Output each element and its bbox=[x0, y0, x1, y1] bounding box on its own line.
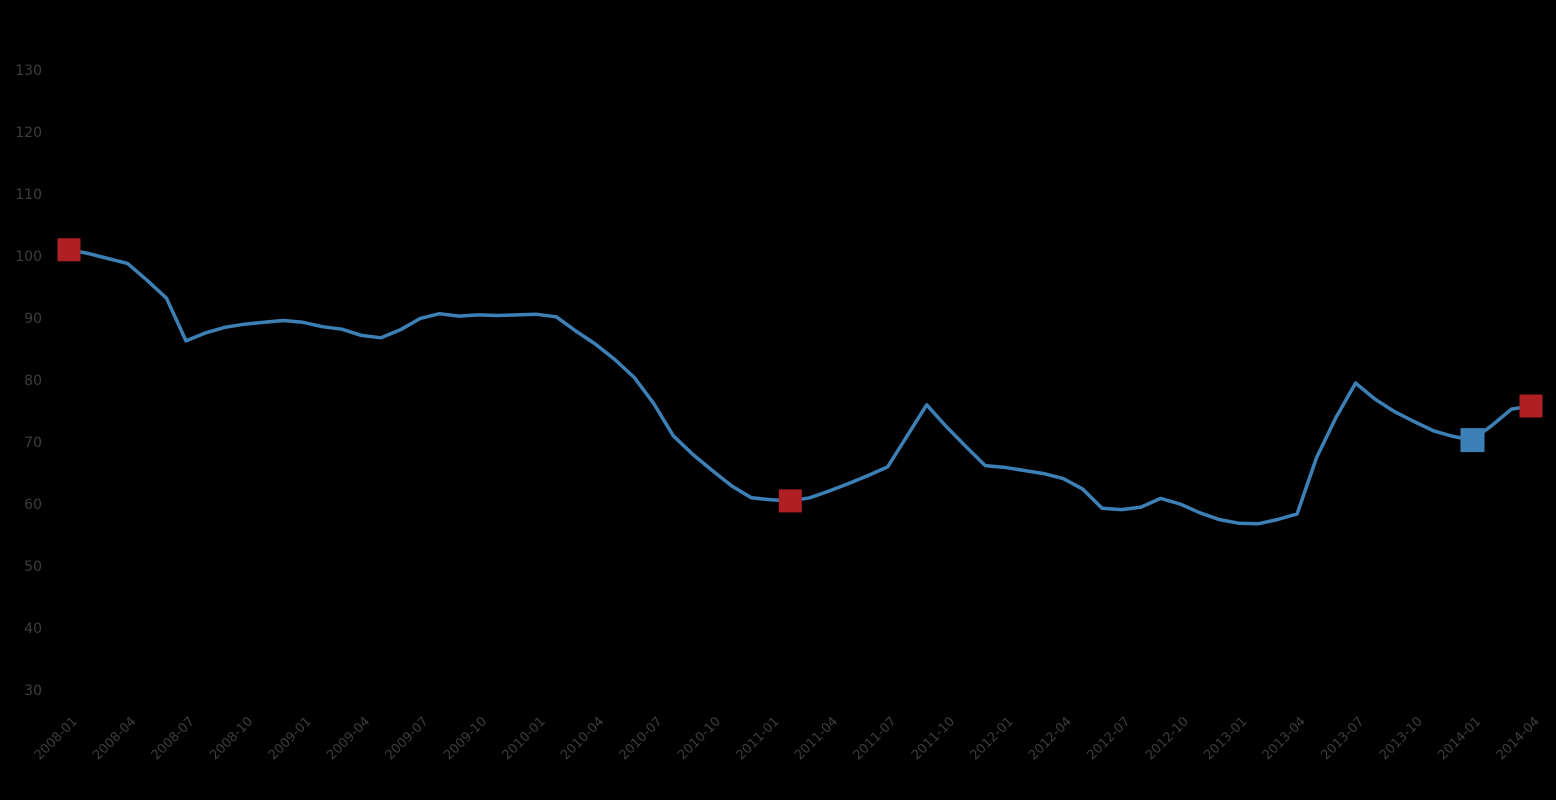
x-tick-label: 2011-01 bbox=[734, 714, 783, 763]
x-tick-label: 2010-01 bbox=[500, 714, 549, 763]
x-tick-label: 2011-04 bbox=[792, 714, 841, 763]
x-tick-label: 2010-10 bbox=[675, 714, 724, 763]
y-tick-label: 110 bbox=[15, 187, 42, 203]
x-tick-label: 2012-04 bbox=[1026, 714, 1075, 763]
latest-marker bbox=[1460, 428, 1485, 453]
event-marker-start bbox=[57, 238, 81, 262]
x-tick-label: 2012-10 bbox=[1143, 714, 1192, 763]
y-tick-label: 40 bbox=[24, 621, 42, 637]
y-tick-label: 70 bbox=[24, 435, 42, 451]
x-tick-label: 2009-07 bbox=[383, 714, 432, 763]
y-tick-label: 60 bbox=[24, 497, 42, 513]
x-tick-label: 2013-10 bbox=[1377, 714, 1426, 763]
data-line bbox=[67, 248, 1533, 526]
x-tick-label: 2008-01 bbox=[32, 714, 81, 763]
y-tick-label: 90 bbox=[24, 311, 42, 327]
x-tick-label: 2010-04 bbox=[558, 714, 607, 763]
y-tick-label: 50 bbox=[24, 559, 42, 575]
x-tick-label: 2014-04 bbox=[1494, 714, 1543, 763]
y-tick-label: 80 bbox=[24, 373, 42, 389]
y-tick-label: 120 bbox=[15, 125, 42, 141]
x-tick-label: 2009-04 bbox=[324, 714, 373, 763]
series-layer bbox=[67, 248, 1533, 526]
marker-layer bbox=[57, 238, 1543, 513]
y-axis-tick-labels: 130 120 110 100 90 80 70 60 50 40 30 bbox=[15, 63, 42, 699]
y-tick-label: 30 bbox=[24, 683, 42, 699]
x-tick-label: 2009-10 bbox=[441, 714, 490, 763]
y-tick-label: 100 bbox=[15, 249, 42, 265]
x-tick-label: 2013-07 bbox=[1318, 714, 1367, 763]
x-tick-label: 2012-01 bbox=[967, 714, 1016, 763]
x-tick-label: 2011-10 bbox=[909, 714, 958, 763]
x-tick-label: 2010-07 bbox=[617, 714, 666, 763]
event-marker-trough bbox=[778, 489, 802, 513]
x-tick-label: 2009-01 bbox=[266, 714, 315, 763]
x-tick-label: 2014-01 bbox=[1435, 714, 1484, 763]
x-tick-label: 2012-07 bbox=[1084, 714, 1133, 763]
x-tick-label: 2008-04 bbox=[90, 714, 139, 763]
y-tick-label: 130 bbox=[15, 63, 42, 79]
x-tick-label: 2008-07 bbox=[149, 714, 198, 763]
x-tick-label: 2013-04 bbox=[1260, 714, 1309, 763]
x-tick-label: 2013-01 bbox=[1201, 714, 1250, 763]
x-axis-tick-labels: 2008-01 2008-04 2008-07 2008-10 2009-01 2009-… bbox=[32, 714, 1543, 763]
x-tick-label: 2008-10 bbox=[207, 714, 256, 763]
x-tick-label: 2011-07 bbox=[851, 714, 900, 763]
event-marker-end bbox=[1519, 394, 1543, 418]
